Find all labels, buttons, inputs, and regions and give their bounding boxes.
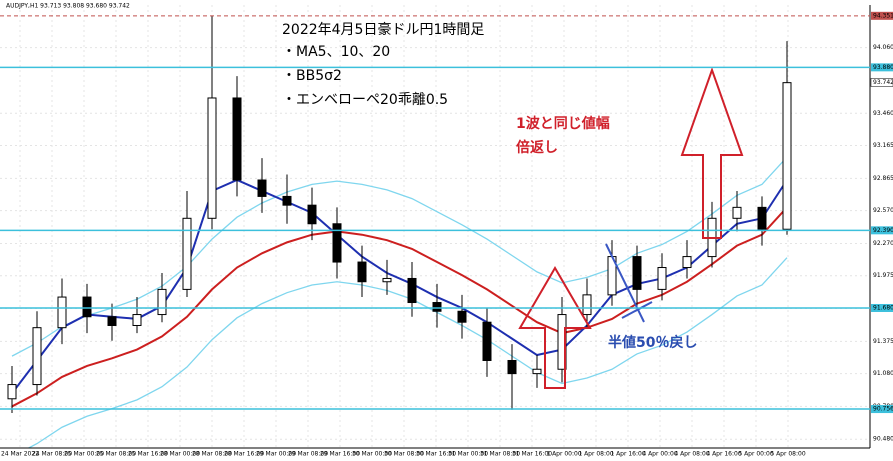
y-tick-label: 91.375 (873, 338, 893, 345)
x-tick-label: 25 Mar 08:00 (96, 451, 136, 458)
annotation: 半値50％戻し (608, 334, 697, 351)
grid (0, 5, 870, 448)
x-tick-label: 5 Apr 00:00 (738, 451, 773, 458)
x-tick-label: 25 Mar 16:00 (128, 451, 168, 458)
x-tick-label: 1 Apr 00:00 (546, 451, 581, 458)
candle-body (82, 296, 92, 318)
x-tick-label: 28 Mar 00:00 (160, 451, 200, 458)
candle-body (682, 256, 692, 269)
level-label-box (871, 11, 893, 20)
x-tick-label: 30 Mar 08:00 (384, 451, 424, 458)
title: ・エンベローペ20乖離0.5 (282, 91, 448, 108)
x-tick-label: 29 Mar 00:00 (256, 451, 296, 458)
level-label: 92.390 (873, 227, 893, 234)
candle-body (482, 321, 492, 361)
x-tick-label: 4 Apr 16:00 (706, 451, 741, 458)
annotation: 倍返し (516, 139, 558, 156)
y-tick-label: 90.480 (873, 436, 893, 443)
x-tick-label: 30 Mar 00:00 (352, 451, 392, 458)
candle-body (582, 294, 592, 316)
candle-body (332, 223, 342, 263)
y-tick-label: 91.975 (873, 272, 893, 279)
candle-body (282, 195, 292, 206)
candle-body (207, 97, 217, 219)
x-tick-label: 28 Mar 08:00 (192, 451, 232, 458)
indicator-line (27, 257, 788, 448)
candle-body (732, 206, 742, 219)
candle-body (307, 204, 317, 225)
level-label: 90.756 (873, 406, 893, 413)
title: ・BB5σ2 (282, 68, 342, 84)
candle-body (32, 327, 42, 386)
x-tick-label: 1 Apr 08:00 (578, 451, 613, 458)
x-tick-label: 30 Mar 16:00 (416, 451, 456, 458)
candle-body (357, 261, 367, 283)
x-tick-label: 31 Mar 00:00 (448, 451, 488, 458)
candle-body (107, 316, 117, 326)
y-tick-label: 94.060 (873, 44, 893, 51)
candle-body (382, 277, 392, 283)
candle-body (7, 384, 17, 400)
x-tick-label: 24 Mar 08:00 (32, 451, 72, 458)
x-tick-label: 24 Mar 2022 (1, 451, 39, 458)
level-label: 93.880 (873, 64, 893, 71)
indicator-line (11, 206, 788, 408)
y-tick-label: 92.270 (873, 240, 893, 247)
candle-body (57, 296, 67, 329)
candle-body (457, 310, 467, 323)
candle-body (157, 288, 167, 316)
x-tick-label: 4 Apr 08:00 (674, 451, 709, 458)
arrow (680, 66, 744, 239)
level-label: 91.680 (873, 304, 893, 311)
annotation: 1波と同じ値幅 (516, 115, 610, 132)
candle-body (132, 314, 142, 326)
candle-body (532, 368, 542, 375)
arrow (518, 266, 592, 389)
price-label: 93.742 (873, 79, 893, 86)
level-label: 94.351 (873, 12, 893, 19)
x-tick-label: 28 Mar 16:00 (224, 451, 264, 458)
x-tick-label: 31 Mar 08:00 (480, 451, 520, 458)
y-tick-label: 93.165 (873, 142, 893, 149)
y-tick-label: 91.080 (873, 370, 893, 377)
candle-body (432, 302, 442, 312)
candle-body (182, 217, 192, 290)
title: 2022年4月5日豪ドル円1時間足 (282, 22, 484, 38)
level-label-box (871, 63, 893, 72)
x-tick-label: 31 Mar 16:00 (512, 451, 552, 458)
y-tick-label: 92.865 (873, 175, 893, 182)
x-tick-label: 4 Apr 00:00 (642, 451, 677, 458)
candle-body (232, 97, 242, 181)
y-tick-label: 92.570 (873, 207, 893, 214)
title: ・MA5、10、20 (282, 44, 390, 60)
x-tick-label: 29 Mar 08:00 (288, 451, 328, 458)
candle-body (657, 267, 667, 290)
candle-body (782, 82, 792, 230)
indicator-line (11, 156, 788, 357)
x-tick-label: 25 Mar 00:00 (64, 451, 104, 458)
retrace-line (621, 301, 653, 319)
level-label-box (871, 405, 893, 414)
x-tick-label: 29 Mar 16:00 (320, 451, 360, 458)
header: AUDJPY,H1 93.713 93.808 93.680 93.742 (6, 3, 130, 10)
candle-body (407, 277, 417, 304)
candle-body (757, 206, 767, 230)
candle-body (632, 256, 642, 290)
candle-body (507, 359, 517, 375)
price-label-box (870, 78, 893, 87)
level-label-box (871, 303, 893, 312)
x-tick-label: 1 Apr 16:00 (610, 451, 645, 458)
x-tick-label: 5 Apr 08:00 (770, 451, 805, 458)
candle-body (257, 179, 267, 197)
level-label-box (871, 226, 893, 235)
y-tick-label: 93.460 (873, 110, 893, 117)
